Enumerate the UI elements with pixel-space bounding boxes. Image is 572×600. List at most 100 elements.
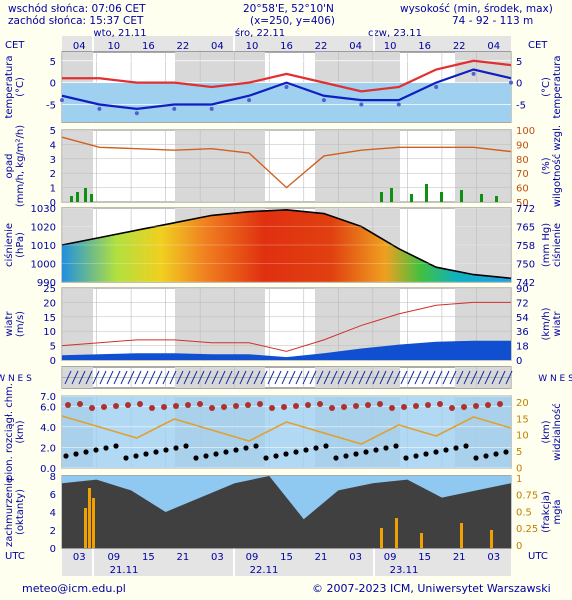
- wind-speed-area: [62, 340, 511, 360]
- bottom-axis-band: [62, 548, 511, 576]
- bottom-tick-label: 21: [177, 552, 190, 563]
- wind-arrow: [442, 370, 450, 385]
- humidity-line: [61, 136, 512, 189]
- cloud-base-dot: [433, 449, 439, 455]
- wind-arrow: [134, 370, 142, 385]
- wind-tick-right: 90: [516, 284, 529, 295]
- wind-tick-left: 15: [43, 313, 56, 324]
- cloud-base-dot: [73, 451, 79, 457]
- humidity-tick-right: 90: [516, 140, 529, 151]
- humidity-tick-right: 100: [516, 126, 535, 137]
- sunset-text: zachód słońca: 15:37 CET: [8, 15, 144, 27]
- wind-arrow: [239, 370, 247, 385]
- cloud-base-dot: [193, 455, 199, 461]
- cloud-top-dot: [401, 404, 407, 410]
- cloud-base-dot: [153, 449, 159, 455]
- temp-tick-left: 5: [50, 57, 56, 68]
- cloud-base-dot: [343, 453, 349, 459]
- pressure-tick-left: 1020: [31, 223, 56, 234]
- pressure-label-right: ciśnienie: [551, 223, 563, 267]
- cloud-top-dot: [125, 402, 131, 408]
- cloud-tick-left: 7.0: [40, 392, 56, 403]
- humidity-tick-right: 60: [516, 184, 529, 195]
- coords-text: 20°58'E, 52°10'N: [243, 3, 334, 15]
- footer-email[interactable]: meteo@icm.edu.pl: [22, 582, 126, 595]
- temp-dew-point: [134, 111, 139, 116]
- cloud-base-dot: [423, 451, 429, 457]
- wind-arrow: [204, 370, 212, 385]
- cloud-tick-left: 4.0: [40, 423, 56, 434]
- temp-min-line: [61, 68, 512, 110]
- pressure-tick-left: 1000: [31, 260, 56, 271]
- wind-arrow: [162, 370, 170, 385]
- precip-tick-left: 2: [50, 169, 56, 180]
- wind-tick-right: 0: [516, 356, 522, 367]
- cloud-base-dot: [413, 453, 419, 459]
- wind-arrow: [197, 370, 205, 385]
- pressure-label-left: (hPa): [15, 232, 26, 258]
- wind-label-right: (km/h): [541, 307, 552, 340]
- bottom-tick-label: 03: [487, 552, 500, 563]
- wind-tick-left: 10: [43, 327, 56, 338]
- temp-label-left: temperatura: [4, 55, 15, 118]
- wind-arrow: [225, 370, 233, 385]
- cloud-tick-left: 2.0: [40, 443, 56, 454]
- fog-bar: [380, 528, 383, 548]
- cover-label-left: (oktanty): [15, 489, 26, 535]
- top-tick-label: 04: [211, 41, 224, 52]
- wind-arrow: [155, 370, 163, 385]
- wind-arrow: [463, 370, 471, 385]
- cloud-top-dot: [377, 401, 383, 407]
- wind-arrow: [183, 370, 191, 385]
- cloud-base-dot: [143, 451, 149, 457]
- precip-label-left: opad: [4, 154, 15, 179]
- cloud-base-dot: [393, 443, 399, 449]
- cover-tick-left: 4: [50, 508, 56, 519]
- top-day-label: wto, 21.11: [93, 28, 146, 39]
- precip-bar: [390, 188, 393, 202]
- fog-bar: [88, 488, 91, 548]
- wind-tick-left: 25: [43, 284, 56, 295]
- wind-arrow: [330, 370, 338, 385]
- cloud-top-dot: [233, 403, 239, 409]
- pressure-tick-right: 742: [516, 278, 535, 289]
- wind-arrow: [148, 370, 156, 385]
- humidity-tick-right: 80: [516, 155, 529, 166]
- wind-arrow: [176, 370, 184, 385]
- temp-dew-point: [247, 98, 252, 103]
- cover-label-left: zachmurzenie: [4, 477, 15, 547]
- temp-dew-point: [434, 85, 439, 89]
- wind-arrow: [372, 370, 380, 385]
- precip-bar: [480, 194, 483, 202]
- night-band: [315, 130, 400, 202]
- pressure-label-right: (mm Hg): [541, 223, 552, 267]
- wind-arrow: [71, 370, 79, 385]
- night-band: [175, 288, 265, 360]
- cloud-label-left: (km): [15, 420, 26, 443]
- bottom-tick-label: 09: [246, 552, 259, 563]
- cloud-top-dot: [437, 401, 443, 407]
- top-tick-label: 16: [280, 41, 293, 52]
- top-tick-label: 04: [349, 41, 362, 52]
- top-tick-label: 10: [107, 41, 120, 52]
- humidity-tick-right: 50: [516, 198, 529, 209]
- wind-arrow: [351, 370, 359, 385]
- dir-label-left: W N E S: [0, 374, 32, 384]
- bottom-tick-label: 15: [280, 552, 293, 563]
- wind-tick-left: 20: [43, 298, 56, 309]
- wind-arrow: [120, 370, 128, 385]
- top-tick-label: 10: [246, 41, 259, 52]
- cloud-top-dot: [413, 403, 419, 409]
- fog-tick-right: 0: [516, 541, 522, 552]
- bottom-tick-label: 09: [384, 552, 397, 563]
- temp-label-right: temperatura: [552, 55, 563, 118]
- cloud-top-dot: [77, 401, 83, 407]
- top-tick-label: 10: [384, 41, 397, 52]
- cover-tick-left: 2: [50, 526, 56, 537]
- wind-arrow: [190, 370, 198, 385]
- precip-bar: [70, 196, 73, 202]
- top-tz-right: CET: [528, 40, 548, 51]
- cloud-base-dot: [203, 453, 209, 459]
- cloud-base-dot: [443, 447, 449, 453]
